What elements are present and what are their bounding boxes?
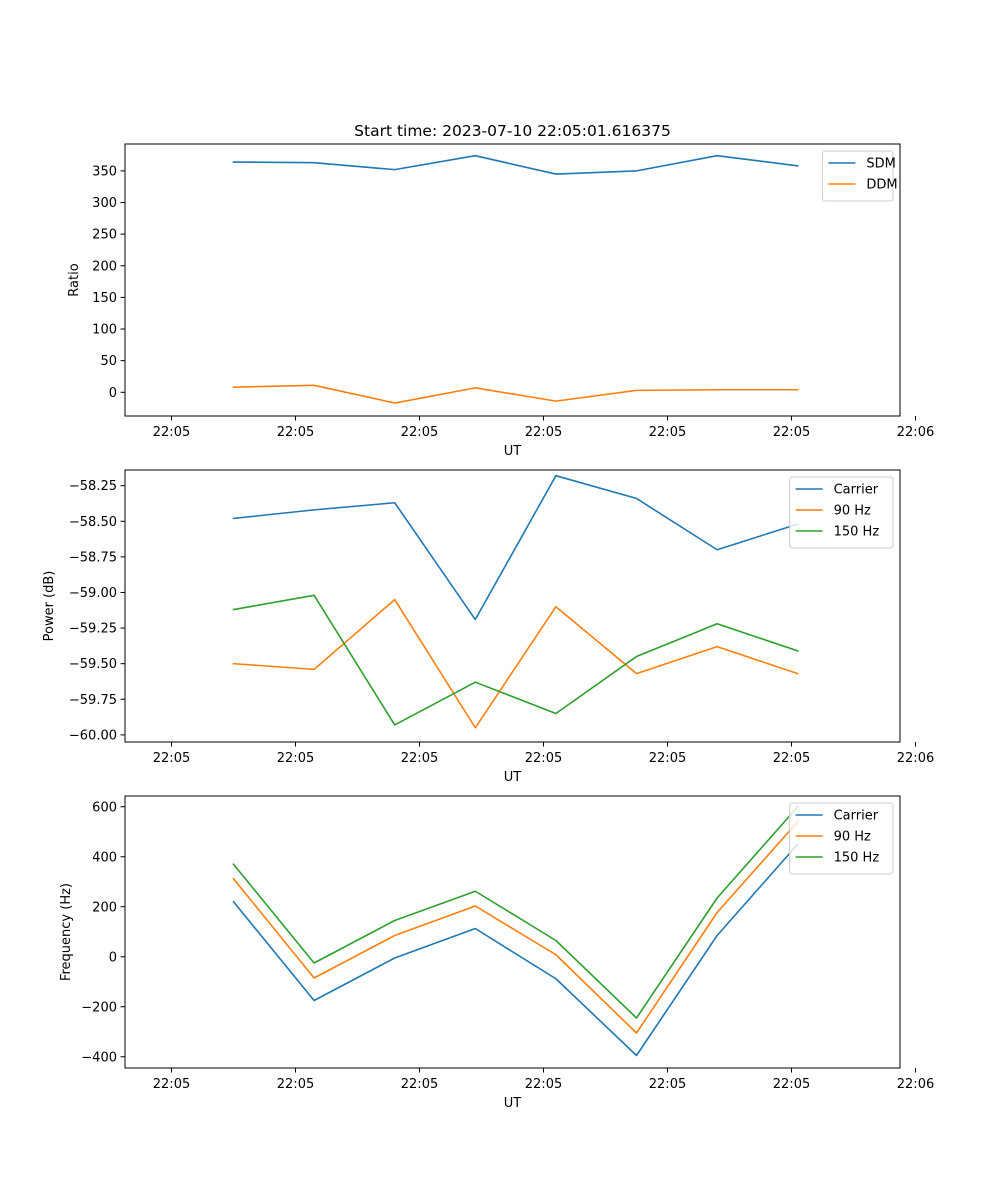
frequency-legend: Carrier 90 Hz 150 Hz: [789, 802, 894, 875]
frequency-x-tick-label: 22:05: [401, 1077, 438, 1092]
ratio-y-axis-label: Ratio: [67, 263, 82, 296]
frequency-panel: 22:05 22:05 22:05 22:05 22:05 22:05 22:06 −400 −…: [59, 795, 934, 1111]
power-x-tick-label: 22:05: [401, 751, 438, 766]
frequency-y-axis-label: Frequency (Hz): [59, 883, 74, 981]
power-y-tick-label: −58.75: [69, 550, 117, 565]
ratio-x-tick-label: 22:05: [649, 425, 686, 440]
ratio-legend-label-ddm: DDM: [866, 178, 897, 193]
power-y-axis-label: Power (dB): [42, 571, 57, 642]
power-y-tick-label: −60.00: [69, 728, 117, 743]
power-y-tick-label: −59.75: [69, 693, 117, 708]
ratio-y-tick-label: 150: [92, 291, 117, 306]
ratio-x-tick-label: 22:05: [525, 425, 562, 440]
ratio-series-line-sdm: [232, 154, 799, 175]
ratio-y-tick-label: 350: [92, 164, 117, 179]
ratio-legend: SDM DDM: [821, 150, 898, 202]
frequency-y-tick-label: −200: [81, 1000, 117, 1015]
power-y-tick-label: −59.25: [69, 622, 117, 637]
power-series-line-150-hz: [232, 594, 799, 726]
ratio-y-tick-label: 50: [100, 354, 117, 369]
power-panel: 22:05 22:05 22:05 22:05 22:05 22:05 22:06 −60.0…: [42, 469, 934, 785]
ratio-y-tick-label: 300: [92, 196, 117, 211]
frequency-series-line-90-hz: [232, 820, 799, 1034]
power-x-tick-label: 22:05: [277, 751, 314, 766]
frequency-y-tick-label: 0: [109, 950, 117, 965]
frequency-y-tick-label: 600: [92, 800, 117, 815]
power-x-tick-label: 22:05: [649, 751, 686, 766]
ratio-y-tick-label: 250: [92, 228, 117, 243]
frequency-y-tick-label: −400: [81, 1050, 117, 1065]
frequency-x-tick-label: 22:05: [773, 1077, 810, 1092]
power-x-tick-label: 22:06: [897, 751, 934, 766]
power-legend-label-150-hz: 150 Hz: [834, 525, 880, 540]
power-x-tick-label: 22:05: [153, 751, 190, 766]
frequency-series-line-carrier: [232, 843, 799, 1057]
power-x-tick-label: 22:05: [773, 751, 810, 766]
ratio-series-line-ddm: [232, 384, 799, 404]
ratio-legend-label-sdm: SDM: [866, 157, 895, 172]
frequency-axes-frame: [124, 795, 901, 1069]
ratio-panel: 22:05 22:05 22:05 22:05 22:05 22:05 22:06 0 50 10…: [67, 143, 934, 459]
frequency-x-axis-label: UT: [504, 1096, 522, 1111]
ratio-axes-frame: [124, 143, 901, 417]
frequency-x-tick-label: 22:05: [277, 1077, 314, 1092]
power-legend-label-carrier: Carrier: [834, 483, 879, 498]
ratio-x-tick-label: 22:05: [401, 425, 438, 440]
ratio-x-tick-label: 22:05: [277, 425, 314, 440]
frequency-legend-label-90-hz: 90 Hz: [834, 830, 871, 845]
ratio-x-axis-label: UT: [504, 444, 522, 459]
frequency-x-tick-label: 22:05: [649, 1077, 686, 1092]
ratio-x-tick-label: 22:05: [153, 425, 190, 440]
power-y-tick-label: −59.50: [69, 657, 117, 672]
frequency-x-tick-label: 22:05: [525, 1077, 562, 1092]
ratio-y-tick-label: 100: [92, 323, 117, 338]
frequency-y-tick-label: 400: [92, 850, 117, 865]
power-y-tick-label: −58.50: [69, 515, 117, 530]
frequency-x-tick-label: 22:06: [897, 1077, 934, 1092]
frequency-legend-label-150-hz: 150 Hz: [834, 851, 880, 866]
frequency-series-line-150-hz: [232, 805, 799, 1019]
frequency-legend-label-carrier: Carrier: [834, 809, 879, 824]
ratio-x-tick-label: 22:05: [773, 425, 810, 440]
ratio-y-tick-label: 200: [92, 259, 117, 274]
power-series-line-carrier: [232, 474, 799, 621]
power-axes-frame: [124, 469, 901, 743]
power-y-tick-label: −59.00: [69, 586, 117, 601]
power-series-line-90-hz: [232, 598, 799, 729]
power-x-axis-label: UT: [504, 770, 522, 785]
power-legend: Carrier 90 Hz 150 Hz: [789, 476, 894, 549]
ratio-x-tick-label: 22:06: [897, 425, 934, 440]
power-x-tick-label: 22:05: [525, 751, 562, 766]
power-legend-label-90-hz: 90 Hz: [834, 504, 871, 519]
frequency-y-tick-label: 200: [92, 900, 117, 915]
frequency-x-tick-label: 22:05: [153, 1077, 190, 1092]
figure-title: Start time: 2023-07-10 22:05:01.616375: [354, 122, 671, 140]
ratio-y-tick-label: 0: [109, 386, 117, 401]
power-y-tick-label: −58.25: [69, 479, 117, 494]
